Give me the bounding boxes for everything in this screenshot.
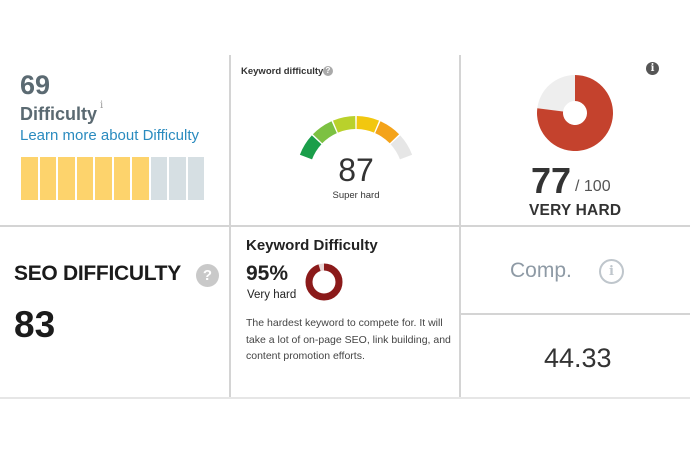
competition-value: 44.33 <box>544 343 612 373</box>
difficulty-bar-meter <box>21 157 204 200</box>
meter-segment <box>113 157 130 200</box>
donut-score-max: / 100 <box>575 178 611 195</box>
gauge-subtitle: Super hard <box>332 190 380 201</box>
gauge-segment <box>375 121 400 144</box>
difficulty-description: The hardest keyword to compete for. It w… <box>246 317 451 362</box>
donut-level-label: VERY HARD <box>529 202 622 219</box>
divider <box>461 313 690 315</box>
meter-segment <box>132 157 149 200</box>
meter-segment <box>169 157 186 200</box>
divider <box>0 225 690 227</box>
info-icon[interactable]: i <box>100 100 104 111</box>
meter-segment <box>150 157 167 200</box>
info-icon[interactable]: i <box>599 259 624 284</box>
gauge-segment <box>299 135 322 160</box>
meter-segment <box>95 157 112 200</box>
gauge-score: 87 <box>338 152 374 188</box>
meter-segment <box>58 157 75 200</box>
difficulty-donut <box>537 75 613 151</box>
meter-segment <box>76 157 93 200</box>
difficulty-ring <box>305 263 343 301</box>
seo-difficulty-score: 83 <box>14 304 56 345</box>
ring-card-title: Keyword Difficulty <box>246 237 378 254</box>
info-icon[interactable]: i <box>646 62 659 75</box>
competition-label: Comp. <box>510 259 572 282</box>
gauge-segment <box>332 116 356 133</box>
seo-difficulty-title: SEO DIFFICULTY <box>14 262 181 285</box>
help-icon[interactable]: ? <box>196 264 219 287</box>
meter-segment <box>187 157 204 200</box>
difficulty-gauge <box>299 116 413 160</box>
gauge-segment <box>356 116 380 133</box>
ring-level-label: Very hard <box>247 289 297 301</box>
learn-more-link[interactable]: Learn more about Difficulty <box>20 127 199 144</box>
gauge-card-title: Keyword difficulty <box>241 66 324 77</box>
help-icon[interactable]: ? <box>323 66 333 76</box>
ring-fill <box>305 263 343 301</box>
donut-remainder <box>537 75 575 112</box>
difficulty-label: Difficulty <box>20 104 98 124</box>
donut-score: 77 <box>531 160 572 201</box>
gauge-segment <box>312 121 337 144</box>
difficulty-score: 69 <box>20 70 51 100</box>
divider <box>0 397 690 399</box>
donut-fill <box>537 75 613 151</box>
meter-segment <box>21 157 38 200</box>
meter-segment <box>39 157 56 200</box>
gauge-segment <box>390 135 413 160</box>
ring-percent: 95% <box>246 262 289 285</box>
